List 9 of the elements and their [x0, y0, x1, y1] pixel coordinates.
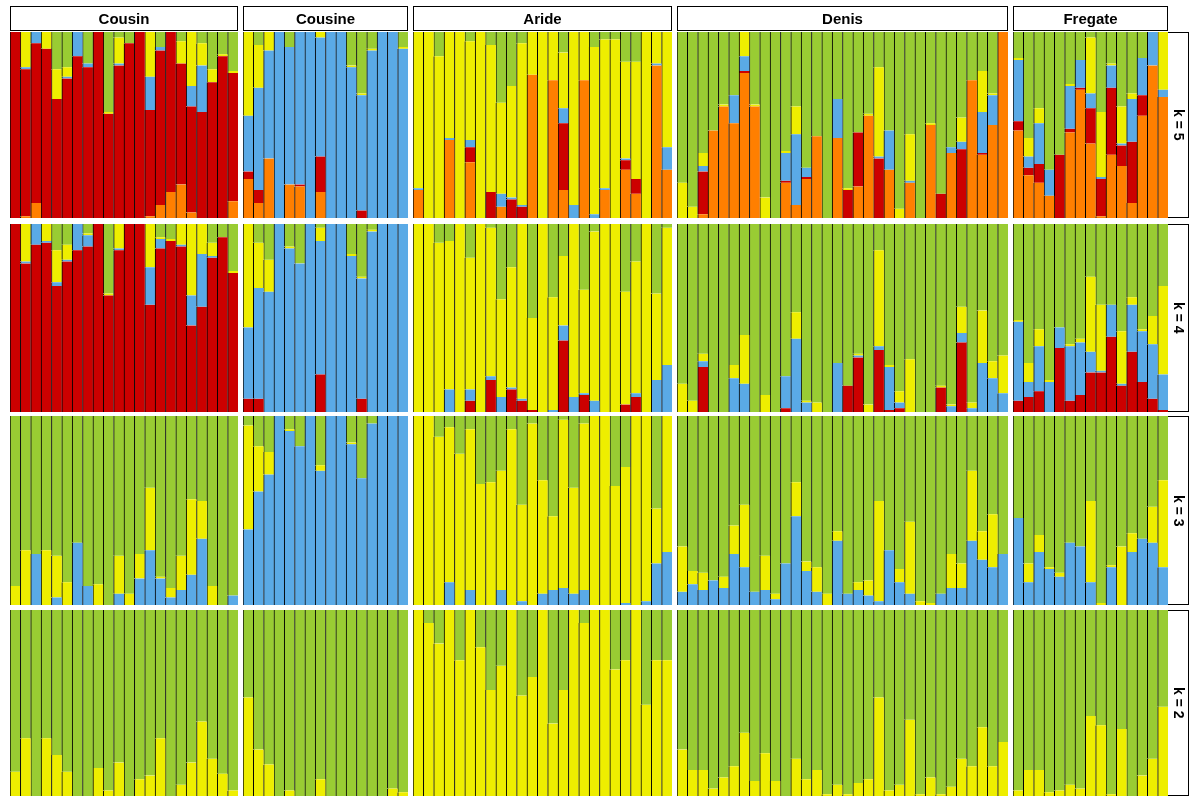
y2-axis-title: k = 3	[1168, 416, 1189, 605]
y2-axis-title: k = 4	[1168, 224, 1189, 412]
y2-axis-title: k = 5	[1168, 32, 1189, 218]
chart-title: Fregate	[1013, 6, 1168, 31]
chart-title: Aride	[413, 6, 672, 31]
chart-title: Cousine	[243, 6, 408, 31]
chart-title: Denis	[677, 6, 1008, 31]
y2-axis-title: k = 2	[1168, 610, 1189, 796]
chart-title: Cousin	[10, 6, 238, 31]
